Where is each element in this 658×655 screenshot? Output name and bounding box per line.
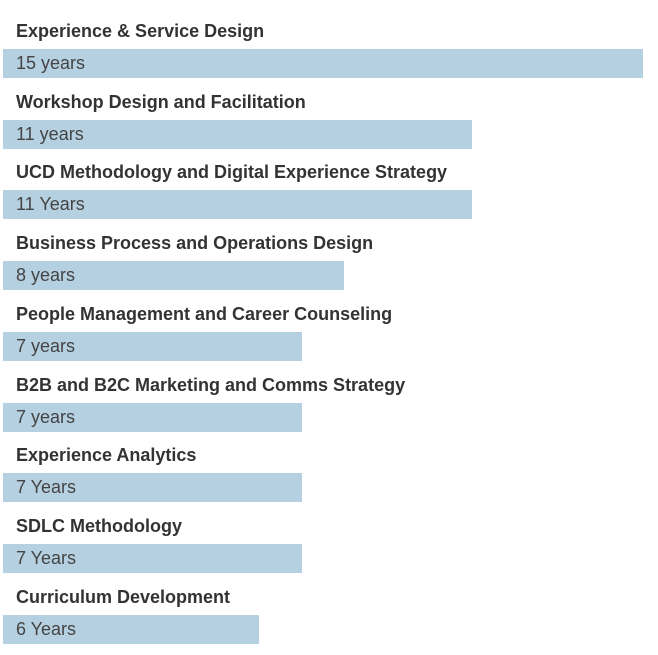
skill-label: Business Process and Operations Design [16, 233, 374, 254]
skill-label: Workshop Design and Facilitation [16, 91, 306, 112]
skill-label: People Management and Career Counseling [16, 303, 393, 324]
skill-label: Experience & Service Design [16, 21, 265, 41]
duration-bar: 7 years [3, 331, 302, 361]
skill-row: Experience Analytics 7 Years [0, 430, 658, 503]
skill-label: Curriculum Development [16, 586, 231, 607]
duration-label: 6 Years [16, 618, 77, 639]
duration-label: 7 Years [16, 547, 77, 568]
skill-row: Experience & Service Design 15 years [0, 6, 658, 78]
skill-row: Workshop Design and Facilitation 11 years [0, 77, 658, 149]
duration-label: 7 years [16, 335, 76, 356]
skill-row: People Management and Career Counseling 7… [0, 289, 658, 361]
skill-row: UCD Methodology and Digital Experience S… [0, 147, 658, 220]
skill-row: Curriculum Development 6 Years [0, 572, 658, 644]
duration-bar: 6 Years [3, 614, 259, 644]
duration-label: 15 years [16, 53, 86, 73]
duration-bar: 11 Years [3, 190, 472, 220]
duration-label: 8 years [16, 265, 76, 286]
duration-bar: 8 years [3, 261, 344, 291]
duration-label: 11 years [16, 123, 84, 144]
duration-bar: 15 years [3, 49, 643, 78]
skill-label: SDLC Methodology [16, 515, 182, 536]
skill-row: SDLC Methodology 7 Years [0, 501, 658, 573]
skill-row: Business Process and Operations Design 8 … [0, 218, 658, 291]
skill-label: B2B and B2C Marketing and Comms Strategy [16, 374, 406, 395]
skill-label: Experience Analytics [16, 445, 197, 466]
duration-bar: 7 Years [3, 543, 302, 573]
duration-bar: 7 Years [3, 473, 302, 503]
duration-bar: 7 years [3, 402, 302, 432]
duration-label: 7 years [16, 406, 76, 427]
skill-label: UCD Methodology and Digital Experience S… [16, 162, 448, 183]
duration-label: 7 Years [16, 477, 77, 498]
duration-bar: 11 years [3, 119, 472, 149]
duration-label: 11 Years [16, 194, 85, 215]
skill-row: B2B and B2C Marketing and Comms Strategy… [0, 360, 658, 432]
